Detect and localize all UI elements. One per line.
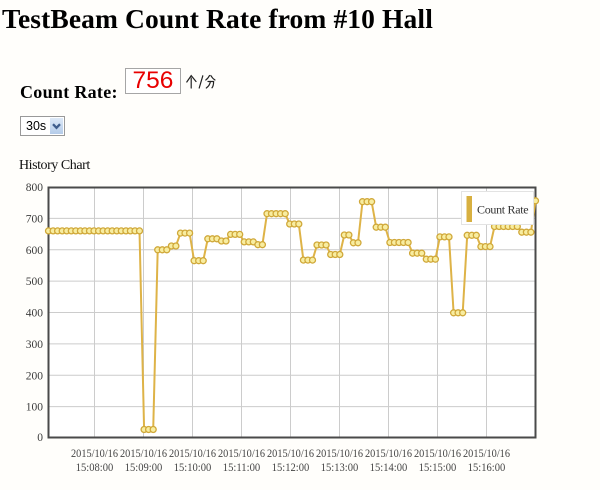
svg-text:15:13:00: 15:13:00 <box>321 462 359 474</box>
svg-text:15:14:00: 15:14:00 <box>370 462 408 474</box>
svg-text:Count Rate: Count Rate <box>477 203 528 217</box>
svg-text:2015/10/16: 2015/10/16 <box>365 448 412 460</box>
svg-text:0: 0 <box>37 432 43 444</box>
svg-text:15:11:00: 15:11:00 <box>223 462 261 474</box>
svg-text:2015/10/16: 2015/10/16 <box>463 448 510 460</box>
svg-text:2015/10/16: 2015/10/16 <box>218 448 265 460</box>
svg-text:15:08:00: 15:08:00 <box>76 462 114 474</box>
svg-text:300: 300 <box>26 339 44 351</box>
svg-text:2015/10/16: 2015/10/16 <box>169 448 216 460</box>
svg-text:2015/10/16: 2015/10/16 <box>316 448 363 460</box>
svg-text:600: 600 <box>26 245 44 257</box>
svg-text:700: 700 <box>26 213 44 225</box>
svg-text:2015/10/16: 2015/10/16 <box>267 448 314 460</box>
svg-text:2015/10/16: 2015/10/16 <box>414 448 461 460</box>
svg-text:200: 200 <box>26 370 44 382</box>
svg-text:15:16:00: 15:16:00 <box>468 462 506 474</box>
svg-text:15:15:00: 15:15:00 <box>419 462 457 474</box>
svg-text:800: 800 <box>26 182 44 194</box>
svg-text:2015/10/16: 2015/10/16 <box>71 448 118 460</box>
svg-text:15:10:00: 15:10:00 <box>174 462 212 474</box>
svg-text:100: 100 <box>26 402 44 414</box>
svg-text:500: 500 <box>26 276 44 288</box>
svg-text:2015/10/16: 2015/10/16 <box>120 448 167 460</box>
svg-text:15:09:00: 15:09:00 <box>125 462 163 474</box>
svg-text:400: 400 <box>26 308 44 320</box>
svg-text:15:12:00: 15:12:00 <box>272 462 310 474</box>
